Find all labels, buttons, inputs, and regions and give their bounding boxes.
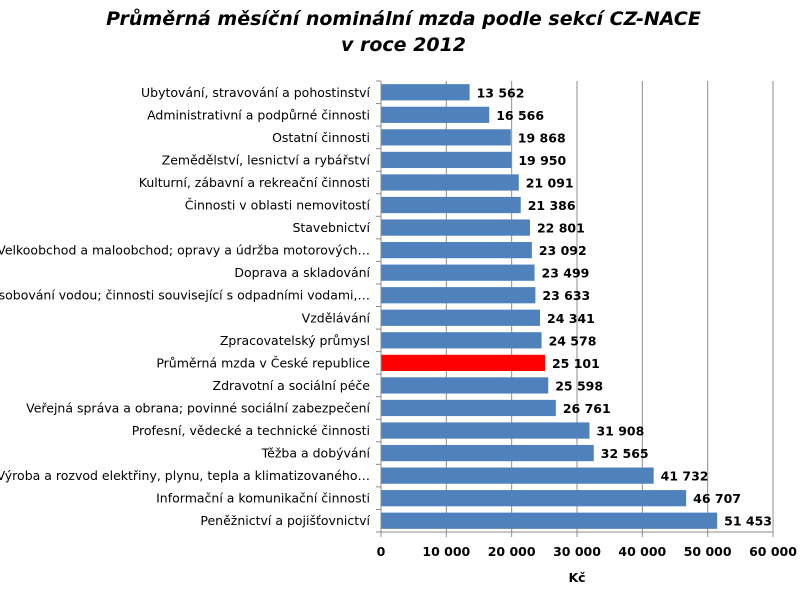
data-label: 24 341 [547,311,595,326]
data-label: 46 707 [693,491,741,506]
category-label: Velkoobchod a maloobchod; opravy a údržb… [0,243,370,258]
bar [381,264,535,281]
bar [381,309,541,326]
data-label: 23 092 [539,243,587,258]
chart-title-line-2: v roce 2012 [340,34,467,56]
bar [381,399,556,417]
x-tick-label: 30 000 [553,544,601,559]
data-label: 21 091 [526,175,574,190]
category-label: Výroba a rozvod elektřiny, plynu, tepla … [0,468,370,483]
category-label: Stavebnictví [292,220,370,235]
data-label: 23 499 [542,266,590,281]
bar [381,467,654,484]
data-label: 24 578 [549,333,597,348]
bar [381,219,530,236]
category-label: Průměrná mzda v České republice [156,355,370,370]
data-label: 51 453 [724,514,772,529]
category-label: Těžba a dobývání [261,446,371,461]
category-label: Zásobování vodou; činnosti související s… [0,288,370,303]
category-label: Ubytování, stravování a pohostinství [141,85,371,100]
data-label: 25 101 [552,356,600,371]
category-label: Kulturní, zábavní a rekreační činnosti [139,175,370,190]
category-label: Činnosti v oblasti nemovitostí [185,198,371,213]
category-label: Zdravotní a sociální péče [213,378,371,393]
data-label: 26 761 [563,401,611,416]
data-label: 19 950 [518,153,566,168]
bar [381,174,519,191]
chart-title-line-1: Průměrná měsíční nominální mzda podle se… [106,8,701,30]
category-label: Peněžnictví a pojišťovnictví [200,513,370,528]
bar [381,287,536,304]
data-label: 22 801 [537,221,585,236]
category-label: Zpracovatelský průmysl [220,333,370,348]
data-label: 32 565 [601,446,649,461]
data-label: 16 566 [496,108,544,123]
data-label: 25 598 [555,378,603,393]
category-label: Administrativní a podpůrné činnosti [147,107,370,122]
category-label: Ostatní činnosti [272,130,370,145]
x-tick-label: 10 000 [422,544,470,559]
data-label: 31 908 [596,424,644,439]
data-label: 21 386 [528,198,576,213]
data-label: 19 868 [518,130,566,145]
bar [381,106,490,123]
category-label: Zemědělství, lesnictví a rybářství [162,152,371,167]
bar [381,242,532,259]
bar [381,377,549,394]
bar [381,129,511,146]
x-tick-label: 40 000 [618,544,666,559]
x-tick-label: 60 000 [749,544,797,559]
bar [381,332,542,349]
x-tick-label: 50 000 [684,544,732,559]
x-tick-label: 20 000 [488,544,536,559]
data-label: 41 732 [661,469,709,484]
bar [381,151,512,169]
bar [381,84,470,101]
bar [381,196,521,214]
bar [381,354,545,371]
x-tick-label: 0 [377,544,386,559]
category-label: Doprava a skladování [234,265,370,280]
bar [381,422,590,439]
data-label: 23 633 [542,288,590,303]
category-label: Vzdělávání [302,310,371,325]
bar [381,444,594,462]
category-label: Profesní, vědecké a technické činnosti [132,423,370,438]
category-label: Informační a komunikační činnosti [156,491,370,506]
bar [381,490,687,507]
bar [381,512,718,529]
x-axis-label: Kč [568,570,585,585]
category-label: Veřejná správa a obrana; povinné sociáln… [26,400,370,415]
data-label: 13 562 [477,85,525,100]
